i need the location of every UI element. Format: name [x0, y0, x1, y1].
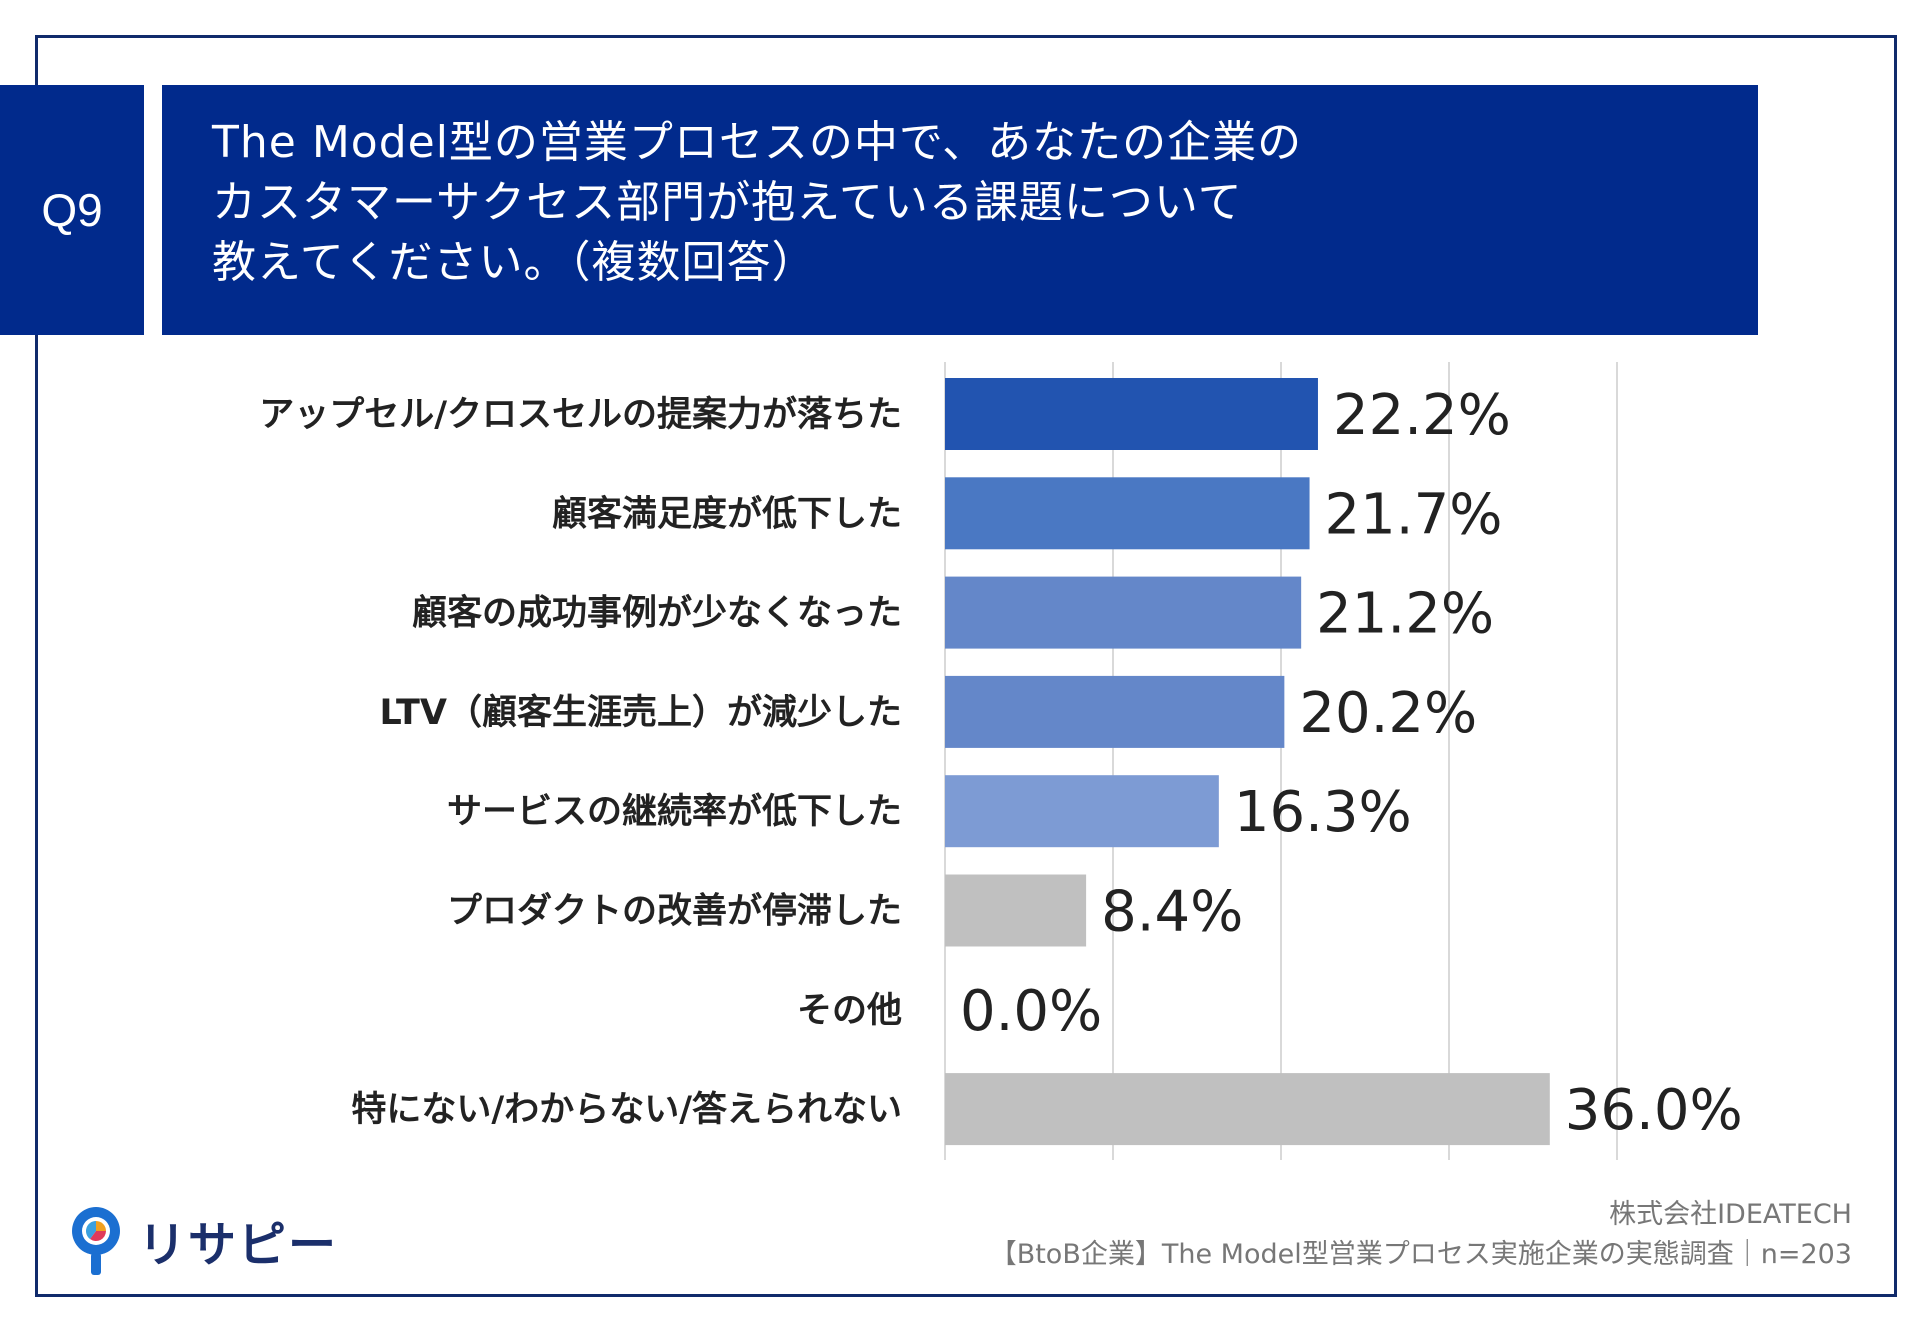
map-pin-icon	[72, 1207, 120, 1275]
bar-0	[945, 378, 1318, 450]
category-label-3: LTV（顧客生涯売上）が減少した	[380, 692, 902, 733]
category-label-6: その他	[797, 991, 902, 1031]
risapy-logo: リサピー	[68, 1203, 338, 1277]
company-name: 株式会社IDEATECH	[1609, 1199, 1852, 1230]
category-label-2: 顧客の成功事例が少なくなった	[412, 593, 902, 634]
question-title-line-3: 教えてください。（複数回答）	[212, 237, 817, 288]
question-title-line-2: カスタマーサクセス部門が抱えている課題について	[212, 177, 1243, 228]
bar-1	[945, 477, 1310, 550]
bar-3	[945, 675, 1285, 748]
chart-frame	[35, 35, 1897, 1297]
category-label-0: アップセル/クロスセルの提案力が落ちた	[259, 395, 902, 435]
value-label-4: 16.3%	[1234, 780, 1412, 845]
logo-text: リサピー	[138, 1217, 339, 1273]
value-label-3: 20.2%	[1299, 681, 1477, 746]
bar-4	[945, 775, 1219, 848]
value-label-6: 0.0%	[960, 979, 1102, 1044]
question-number: Q9	[41, 184, 103, 236]
question-number-badge: Q9	[0, 85, 144, 335]
bars	[945, 378, 1550, 1146]
value-label-0: 22.2%	[1333, 383, 1511, 448]
value-label-1: 21.7%	[1325, 482, 1503, 547]
value-label-5: 8.4%	[1101, 880, 1243, 945]
category-label-4: サービスの継続率が低下した	[447, 792, 902, 832]
source-credit: 株式会社IDEATECH 【BtoB企業】The Model型営業プロセス実施企…	[990, 1195, 1852, 1275]
question-title-line-1: The Model型の営業プロセスの中で、あなたの企業の	[212, 117, 1303, 168]
survey-name: 【BtoB企業】The Model型営業プロセス実施企業の実態調査｜n=203	[989, 1239, 1852, 1270]
bar-7	[945, 1073, 1550, 1146]
labels: アップセル/クロスセルの提案力が落ちた 22.2% 顧客満足度が低下した 21.7% 顧…	[259, 383, 1743, 1143]
question-title-box: The Model型の営業プロセスの中で、あなたの企業の カスタマーサクセス部門…	[162, 85, 1758, 335]
category-label-1: 顧客満足度が低下した	[552, 493, 902, 534]
bar-2	[945, 576, 1302, 649]
value-label-2: 21.2%	[1316, 582, 1494, 647]
category-label-7: 特にない/わからない/答えられない	[351, 1090, 902, 1130]
bar-5	[945, 874, 1087, 947]
category-label-5: プロダクトの改善が停滞した	[447, 892, 902, 932]
value-label-7: 36.0%	[1565, 1078, 1743, 1143]
